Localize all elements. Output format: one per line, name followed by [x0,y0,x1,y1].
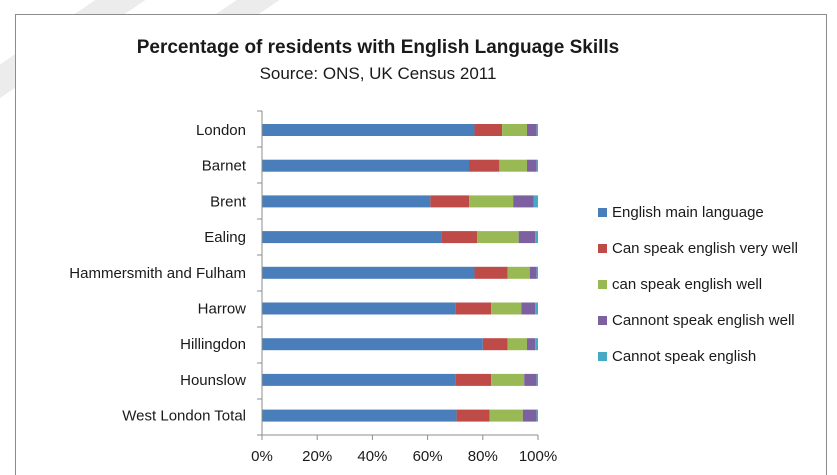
chart-area: Percentage of residents with English Lan… [15,14,827,475]
legend-label: Cannot speak english [612,348,756,365]
legend-swatch [598,352,607,361]
bar-segment [535,338,538,351]
bar-segment [262,231,442,244]
category-label: Hounslow [180,372,246,389]
category-label: Hillingdon [180,336,246,353]
bar-segment [441,231,478,244]
bar-segment [526,338,536,351]
bar-segment [507,266,530,279]
chart-title: Percentage of residents with English Lan… [137,37,620,58]
bar-segment [513,195,534,208]
stacked-bar-chart: Percentage of residents with English Lan… [69,37,798,465]
bar-segment [489,409,523,422]
bar-segment [524,373,537,386]
bar-segment [518,231,536,244]
bar-segment [469,159,500,172]
bar-segment [469,195,514,208]
bar-segment [499,159,527,172]
bar-segment [535,231,538,244]
legend-label: Can speak english very well [612,240,798,257]
legend-label: Cannont speak english well [612,312,795,329]
legend-swatch [598,316,607,325]
bar-segment [491,373,525,386]
value-tick-label: 80% [468,448,498,465]
category-label: Barnet [202,158,247,175]
legend-swatch [598,244,607,253]
bar-segment [521,302,536,315]
bar-segment [533,195,538,208]
value-tick-label: 0% [251,448,273,465]
category-label: London [196,122,246,139]
bar-segment [474,124,503,136]
bar-segment [262,124,475,136]
bar-segment [456,409,490,422]
bar-segment [507,338,527,351]
bar-segment [262,373,456,386]
bar-segment [262,159,469,172]
bar-segment [536,373,538,386]
value-tick-label: 60% [413,448,443,465]
bar-segment [536,124,538,136]
bar-segment [262,266,475,279]
bar-segment [529,266,537,279]
bar-segment [262,338,483,351]
bar-segment [535,302,538,315]
bar-segment [262,195,431,208]
category-label: West London Total [122,408,246,425]
bar-segment [536,159,538,172]
value-tick-label: 40% [357,448,387,465]
bar-segment [474,266,508,279]
value-tick-label: 100% [519,448,557,465]
bar-segment [262,302,456,315]
legend-label: can speak english well [612,276,762,293]
value-tick-label: 20% [302,448,332,465]
bar-segment [430,195,469,208]
bar-segment [526,124,537,136]
bar-segment [536,266,538,279]
bar-segment [477,231,519,244]
bar-segment [536,409,538,422]
bar-segment [262,409,457,422]
category-label: Ealing [204,229,246,246]
legend-swatch [598,208,607,217]
legend-label: English main language [612,204,764,221]
bar-segment [491,302,522,315]
bar-segment [522,409,537,422]
bar-segment [526,159,537,172]
category-label: Harrow [198,301,247,318]
plot-area: London Barnet Brent Ealing Hammersmith and F… [69,110,557,465]
category-label: Brent [210,193,247,210]
category-label: Hammersmith and Fulham [69,265,246,282]
bar-segment [455,302,492,315]
bar-segment [455,373,492,386]
bar-segment [482,338,508,351]
legend: English main language Can speak english v… [598,204,798,365]
chart-subtitle: Source: ONS, UK Census 2011 [260,64,497,83]
legend-swatch [598,280,607,289]
bar-segment [502,124,527,136]
